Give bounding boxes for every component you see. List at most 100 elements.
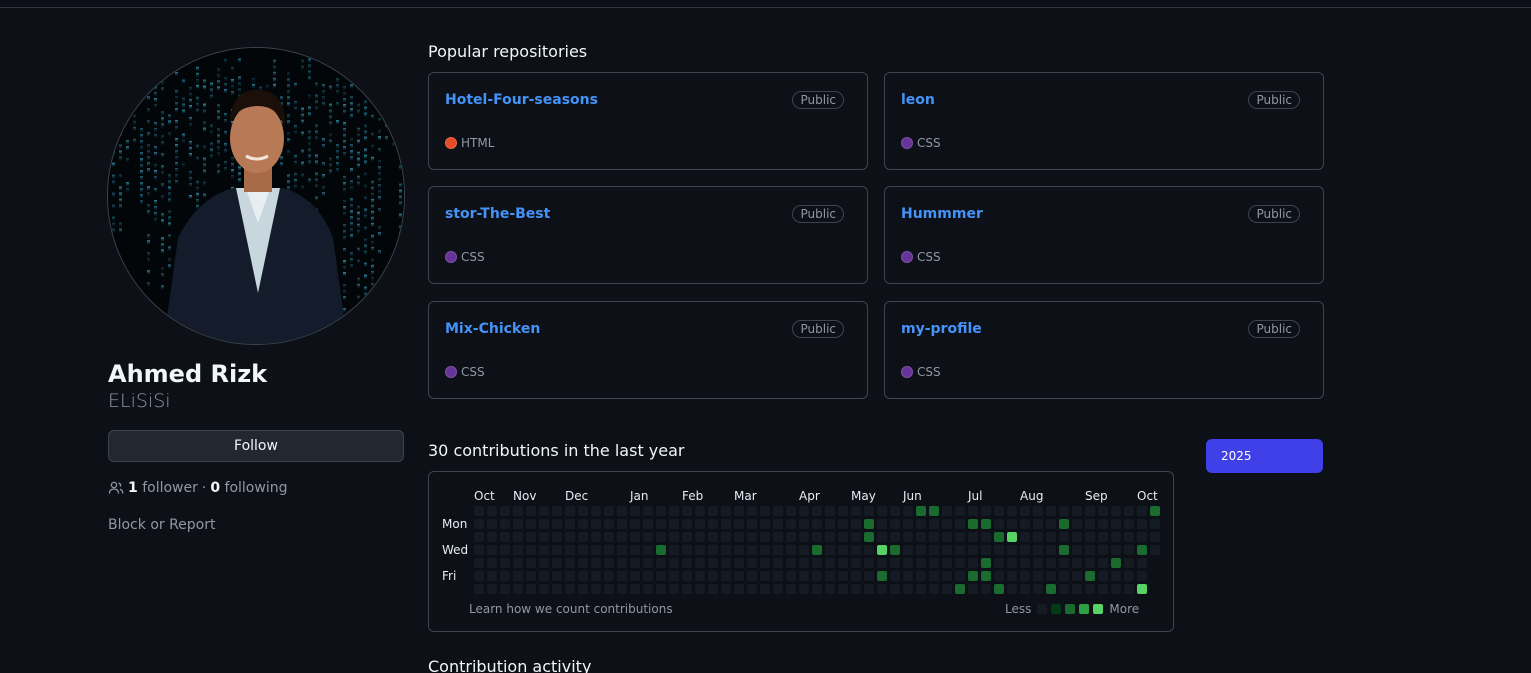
contribution-day[interactable] — [1059, 506, 1069, 516]
contribution-day[interactable] — [1137, 558, 1147, 568]
contribution-day[interactable] — [578, 532, 588, 542]
contribution-day[interactable] — [1046, 519, 1056, 529]
contribution-day[interactable] — [578, 545, 588, 555]
contribution-day[interactable] — [617, 519, 627, 529]
contribution-day[interactable] — [916, 558, 926, 568]
contribution-day[interactable] — [656, 506, 666, 516]
contribution-day[interactable] — [695, 545, 705, 555]
contribution-day[interactable] — [799, 506, 809, 516]
contribution-day[interactable] — [916, 519, 926, 529]
contribution-day[interactable] — [1111, 558, 1121, 568]
contribution-day[interactable] — [682, 519, 692, 529]
contribution-day[interactable] — [643, 532, 653, 542]
follow-button[interactable]: Follow — [108, 430, 404, 462]
contribution-day[interactable] — [643, 545, 653, 555]
contribution-day[interactable] — [682, 532, 692, 542]
contribution-day[interactable] — [1098, 519, 1108, 529]
contribution-day[interactable] — [552, 519, 562, 529]
contribution-day[interactable] — [851, 545, 861, 555]
contribution-day[interactable] — [877, 571, 887, 581]
contribution-day[interactable] — [747, 571, 757, 581]
contribution-day[interactable] — [1085, 532, 1095, 542]
contribution-day[interactable] — [513, 519, 523, 529]
contribution-day[interactable] — [487, 519, 497, 529]
contribution-day[interactable] — [799, 571, 809, 581]
contribution-day[interactable] — [539, 545, 549, 555]
contribution-day[interactable] — [1150, 519, 1160, 529]
contribution-day[interactable] — [591, 545, 601, 555]
contribution-day[interactable] — [656, 584, 666, 594]
contribution-day[interactable] — [942, 532, 952, 542]
contribution-day[interactable] — [864, 506, 874, 516]
contribution-day[interactable] — [981, 558, 991, 568]
contribution-day[interactable] — [1046, 584, 1056, 594]
contribution-day[interactable] — [552, 584, 562, 594]
contribution-day[interactable] — [838, 532, 848, 542]
contribution-day[interactable] — [643, 584, 653, 594]
contribution-day[interactable] — [994, 519, 1004, 529]
contribution-day[interactable] — [1098, 532, 1108, 542]
contribution-day[interactable] — [903, 506, 913, 516]
contribution-day[interactable] — [955, 584, 965, 594]
contribution-day[interactable] — [513, 545, 523, 555]
contribution-day[interactable] — [1085, 584, 1095, 594]
contribution-day[interactable] — [942, 558, 952, 568]
contribution-day[interactable] — [929, 532, 939, 542]
contribution-day[interactable] — [487, 545, 497, 555]
contribution-day[interactable] — [474, 545, 484, 555]
contribution-day[interactable] — [708, 545, 718, 555]
contribution-day[interactable] — [929, 545, 939, 555]
repo-name-link[interactable]: Mix-Chicken — [445, 321, 541, 337]
contribution-day[interactable] — [877, 558, 887, 568]
contribution-day[interactable] — [1098, 584, 1108, 594]
contribution-day[interactable] — [669, 532, 679, 542]
contribution-day[interactable] — [994, 584, 1004, 594]
contribution-day[interactable] — [955, 519, 965, 529]
contribution-day[interactable] — [474, 571, 484, 581]
contribution-day[interactable] — [630, 571, 640, 581]
contribution-day[interactable] — [760, 532, 770, 542]
contribution-day[interactable] — [812, 532, 822, 542]
contribution-day[interactable] — [1033, 532, 1043, 542]
avatar[interactable] — [107, 47, 405, 345]
contribution-day[interactable] — [1111, 571, 1121, 581]
contribution-day[interactable] — [591, 584, 601, 594]
contribution-day[interactable] — [1137, 519, 1147, 529]
contribution-day[interactable] — [786, 571, 796, 581]
contribution-day[interactable] — [903, 545, 913, 555]
contribution-day[interactable] — [929, 519, 939, 529]
contribution-day[interactable] — [825, 558, 835, 568]
contribution-day[interactable] — [630, 584, 640, 594]
contribution-day[interactable] — [526, 506, 536, 516]
contribution-day[interactable] — [500, 584, 510, 594]
contribution-day[interactable] — [1072, 571, 1082, 581]
contribution-day[interactable] — [994, 558, 1004, 568]
contribution-day[interactable] — [1059, 532, 1069, 542]
contribution-day[interactable] — [916, 506, 926, 516]
contribution-day[interactable] — [838, 545, 848, 555]
contribution-day[interactable] — [981, 506, 991, 516]
contribution-day[interactable] — [812, 584, 822, 594]
contribution-day[interactable] — [916, 571, 926, 581]
contribution-day[interactable] — [708, 519, 718, 529]
contribution-day[interactable] — [851, 519, 861, 529]
contribution-day[interactable] — [1124, 506, 1134, 516]
contribution-day[interactable] — [1059, 584, 1069, 594]
contribution-day[interactable] — [747, 506, 757, 516]
repo-name-link[interactable]: my-profile — [901, 321, 982, 337]
contribution-day[interactable] — [1111, 532, 1121, 542]
contribution-day[interactable] — [1046, 532, 1056, 542]
contribution-day[interactable] — [617, 584, 627, 594]
contribution-day[interactable] — [864, 584, 874, 594]
contribution-day[interactable] — [851, 532, 861, 542]
contribution-day[interactable] — [1033, 519, 1043, 529]
contribution-day[interactable] — [890, 519, 900, 529]
contribution-day[interactable] — [877, 532, 887, 542]
contribution-day[interactable] — [552, 506, 562, 516]
contribution-day[interactable] — [786, 532, 796, 542]
contribution-day[interactable] — [747, 532, 757, 542]
contribution-day[interactable] — [890, 532, 900, 542]
contribution-day[interactable] — [1124, 558, 1134, 568]
contribution-day[interactable] — [968, 506, 978, 516]
contribution-day[interactable] — [760, 545, 770, 555]
